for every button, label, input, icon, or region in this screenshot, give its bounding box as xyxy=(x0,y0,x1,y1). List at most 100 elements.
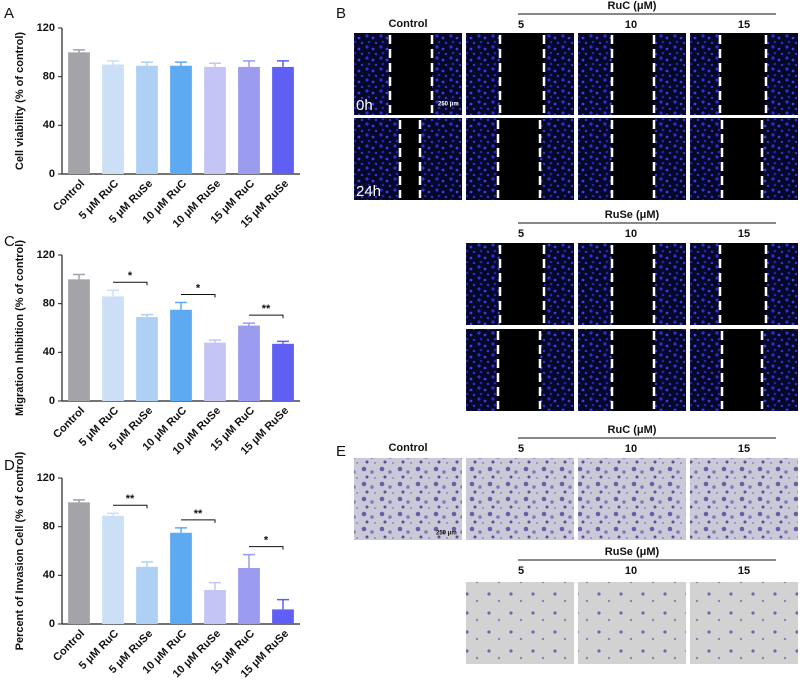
scratch-gap xyxy=(720,243,766,325)
micrograph xyxy=(466,458,574,540)
error-bar xyxy=(277,598,289,610)
error-bar xyxy=(107,512,119,516)
error-bar xyxy=(243,60,255,67)
error-bar xyxy=(277,340,289,344)
y-tick-label: 80 xyxy=(43,521,55,533)
group-label: RuSe (μM) xyxy=(605,546,660,558)
scratch-gap xyxy=(390,33,432,115)
significance-bracket xyxy=(181,293,216,298)
group-label: RuC (μM) xyxy=(608,0,657,12)
bar xyxy=(170,532,192,624)
y-tick-label: 0 xyxy=(49,618,55,630)
y-tick-label: 40 xyxy=(43,346,55,358)
scratch-gap xyxy=(612,118,654,200)
column-label: 5 xyxy=(518,19,524,31)
scratch-gap xyxy=(720,33,766,115)
y-tick-label: 0 xyxy=(49,168,55,180)
column-label: 5 xyxy=(518,228,524,240)
panel-label: C xyxy=(4,233,15,250)
bar xyxy=(136,65,158,174)
bar xyxy=(238,568,260,624)
scratch-gap xyxy=(612,243,654,325)
error-bar xyxy=(141,561,153,567)
column-label: 10 xyxy=(625,19,637,31)
micrograph xyxy=(466,582,574,664)
significance-bracket xyxy=(181,519,216,523)
column-label: 15 xyxy=(738,443,750,455)
bar xyxy=(238,66,260,174)
y-tick-label: 0 xyxy=(49,395,55,407)
significance-label: ** xyxy=(262,303,271,315)
column-label: 5 xyxy=(518,443,524,455)
bar xyxy=(102,296,124,401)
bar xyxy=(102,64,124,174)
error-bar xyxy=(209,581,221,590)
error-bar xyxy=(107,60,119,65)
micrograph xyxy=(354,458,462,540)
bar xyxy=(136,566,158,624)
bar xyxy=(272,66,294,174)
significance-label: ** xyxy=(126,493,135,505)
column-label: Control xyxy=(388,18,427,30)
bar xyxy=(102,515,124,624)
error-bar xyxy=(209,62,221,67)
panel-label: B xyxy=(336,5,346,22)
bar xyxy=(68,279,90,401)
y-tick-label: 40 xyxy=(43,119,55,131)
column-label: 15 xyxy=(738,19,750,31)
scratch-gap xyxy=(722,118,762,200)
y-axis-label: Percent of Invasion Cell (% of control) xyxy=(14,451,26,650)
bar xyxy=(204,66,226,174)
y-tick-label: 40 xyxy=(43,569,55,581)
bar xyxy=(204,342,226,401)
scratch-gap xyxy=(722,329,762,411)
micrograph xyxy=(578,458,686,540)
error-bar xyxy=(243,322,255,326)
group-label: RuC (μM) xyxy=(608,424,657,436)
panel-label: E xyxy=(336,443,346,460)
y-tick-label: 80 xyxy=(43,298,55,310)
bar xyxy=(272,609,294,624)
column-label: 15 xyxy=(738,228,750,240)
time-label: 0h xyxy=(356,97,373,114)
significance-label: * xyxy=(264,535,269,547)
column-label: 10 xyxy=(625,443,637,455)
error-bar xyxy=(277,60,289,67)
error-bar xyxy=(73,499,85,503)
time-label: 24h xyxy=(356,183,381,200)
micrograph xyxy=(690,582,798,664)
significance-bracket xyxy=(113,504,148,509)
scratch-gap xyxy=(500,243,544,325)
significance-bracket xyxy=(113,281,148,286)
y-tick-label: 120 xyxy=(37,249,55,261)
error-bar xyxy=(141,61,153,66)
y-axis-label: Migration Inhibition (% of control) xyxy=(14,240,26,416)
y-tick-label: 80 xyxy=(43,71,55,83)
scale-label: 250 μm xyxy=(438,102,459,108)
bar xyxy=(238,325,260,401)
column-label: 15 xyxy=(738,565,750,577)
scale-label: 250 μm xyxy=(436,531,457,537)
error-bar xyxy=(175,61,187,66)
error-bar xyxy=(209,339,221,343)
scratch-gap xyxy=(500,33,544,115)
bar xyxy=(170,65,192,174)
error-bar xyxy=(175,301,187,310)
column-label: 5 xyxy=(518,565,524,577)
error-bar xyxy=(73,49,85,53)
scratch-gap xyxy=(498,118,540,200)
significance-label: * xyxy=(196,282,201,294)
error-bar xyxy=(243,553,255,569)
error-bar xyxy=(107,289,119,297)
column-label: 10 xyxy=(625,228,637,240)
y-tick-label: 120 xyxy=(37,472,55,484)
column-label: Control xyxy=(388,442,427,454)
bar xyxy=(68,52,90,175)
scratch-gap xyxy=(498,329,540,411)
group-label: RuSe (μM) xyxy=(605,209,660,221)
error-bar xyxy=(175,527,187,533)
error-bar xyxy=(73,273,85,280)
bar xyxy=(170,309,192,401)
micrograph xyxy=(578,582,686,664)
